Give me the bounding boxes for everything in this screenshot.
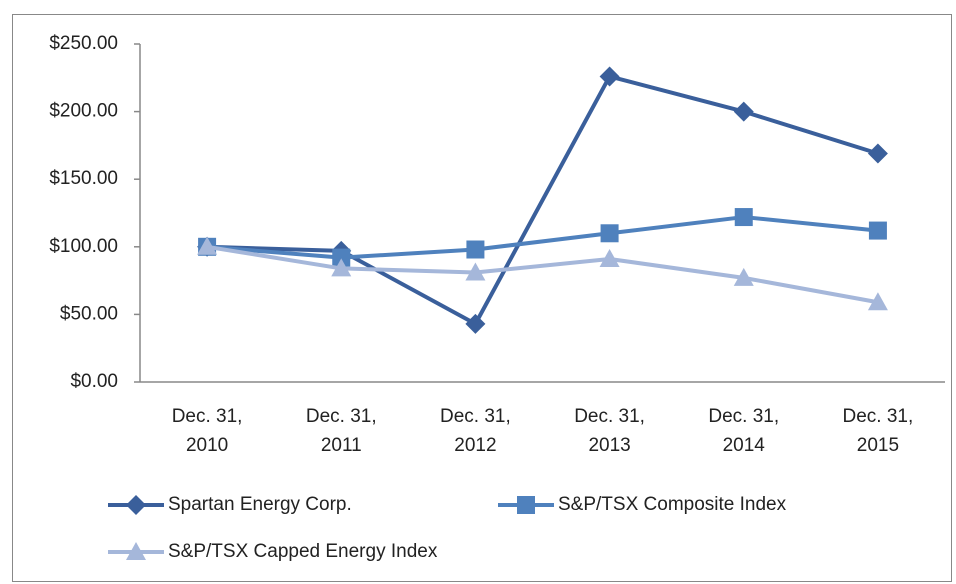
y-tick-label: $200.00: [49, 101, 118, 122]
legend-label: Spartan Energy Corp.: [168, 494, 352, 515]
x-tick-label: Dec. 31, 2012: [440, 406, 511, 456]
marker: [465, 313, 486, 334]
marker: [197, 236, 218, 255]
marker: [599, 248, 620, 267]
marker: [331, 258, 352, 277]
marker: [867, 143, 888, 164]
marker: [517, 496, 535, 514]
legend-label: S&P/TSX Composite Index: [558, 494, 787, 515]
marker: [599, 66, 620, 87]
y-tick-label: $0.00: [70, 371, 118, 392]
marker: [733, 101, 754, 122]
series-line: [207, 74, 879, 326]
x-tick-label: Dec. 31, 2011: [305, 406, 377, 456]
x-tick-label: Dec. 31, 2015: [842, 406, 914, 456]
y-tick-label: $250.00: [49, 33, 118, 54]
legend-label: S&P/TSX Capped Energy Index: [168, 541, 438, 562]
series-line: [206, 244, 879, 305]
marker: [465, 262, 486, 281]
marker: [126, 495, 146, 515]
x-tick-label: Dec. 31, 2010: [171, 406, 243, 456]
chart-frame: [12, 14, 952, 582]
marker: [734, 208, 753, 227]
series-line: [206, 215, 879, 260]
marker: [332, 248, 351, 267]
y-tick-label: $50.00: [60, 303, 118, 324]
marker: [466, 240, 485, 259]
marker: [868, 221, 887, 240]
x-tick-label: Dec. 31, 2014: [708, 406, 780, 456]
marker: [600, 224, 619, 243]
x-tick-label: Dec. 31, 2013: [574, 406, 645, 456]
marker: [867, 292, 888, 311]
marker: [733, 267, 754, 286]
marker: [126, 542, 146, 560]
y-tick-label: $100.00: [49, 236, 118, 257]
y-tick-label: $150.00: [49, 168, 118, 189]
